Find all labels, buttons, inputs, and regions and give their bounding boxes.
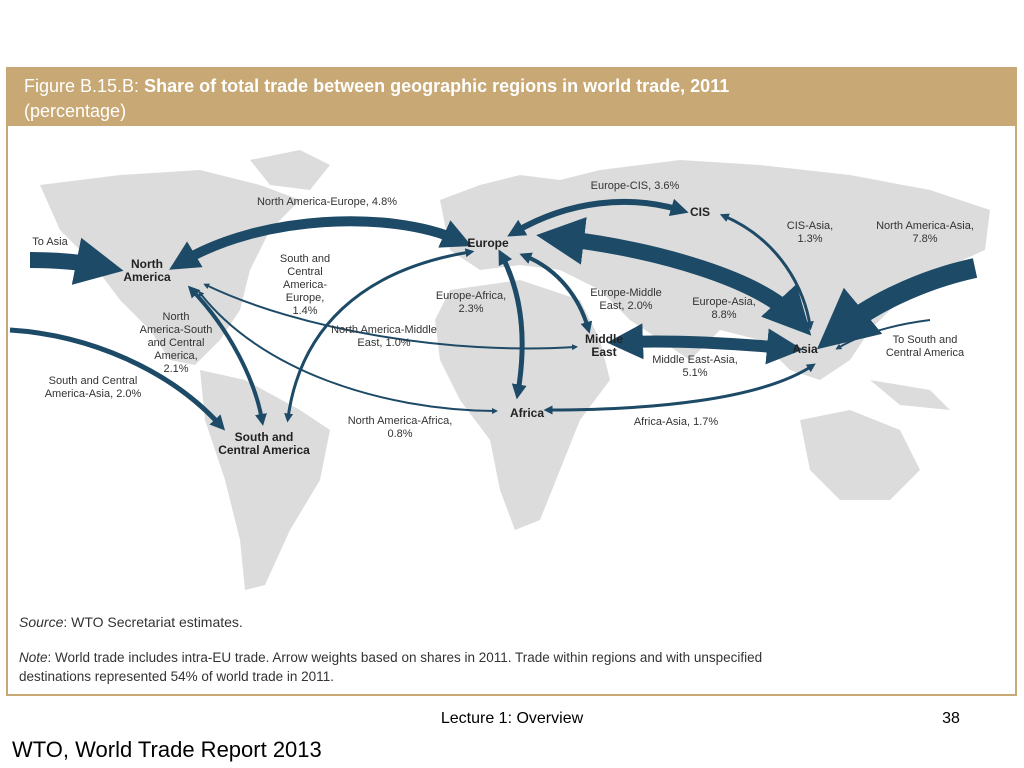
arrow bbox=[169, 216, 472, 270]
flow-label-line: 1.3% bbox=[797, 233, 822, 245]
region-label: Middle East bbox=[585, 332, 623, 359]
flow-label-line: Europe-Africa, bbox=[436, 290, 506, 302]
flow-label: Europe-Asia, 8.8% bbox=[692, 296, 756, 321]
region-label-line: Middle bbox=[585, 332, 623, 346]
region-label-line: East bbox=[591, 345, 616, 359]
flow-label: North America-South and Central America, 2.1… bbox=[140, 311, 213, 375]
source: Source: WTO Secretariat estimates. bbox=[19, 614, 243, 630]
flow-label: South and Central America-Europe, 1.4% bbox=[280, 253, 330, 317]
flow-label-line: To South and bbox=[893, 334, 958, 346]
region-label-line: America bbox=[123, 270, 171, 284]
flow-label-line: and Central bbox=[148, 337, 205, 349]
arrow bbox=[816, 258, 978, 350]
footer-credit: WTO, World Trade Report 2013 bbox=[12, 737, 322, 762]
arrow bbox=[198, 290, 498, 414]
flow-label-line: 5.1% bbox=[682, 367, 707, 379]
flow-label-line: Europe-CIS, 3.6% bbox=[591, 180, 680, 192]
flow-label-line: Europe, bbox=[286, 292, 325, 304]
flow-label-line: North America-Europe, 4.8% bbox=[257, 196, 397, 208]
flow-label-line: Central bbox=[287, 266, 322, 278]
flow-label: Middle East-Asia, 5.1% bbox=[652, 354, 738, 379]
flow-label: Europe-Middle East, 2.0% bbox=[590, 287, 662, 312]
region-label-line: North bbox=[131, 257, 163, 271]
note: destinations represented 54% of world tr… bbox=[19, 669, 334, 684]
region-label-line: CIS bbox=[690, 205, 710, 219]
flow-label-line: 7.8% bbox=[912, 233, 937, 245]
note-text: : World trade includes intra-EU trade. A… bbox=[48, 650, 763, 665]
flow-label-line: America- bbox=[283, 279, 327, 291]
flow-label-line: 0.8% bbox=[387, 428, 412, 440]
flow-label-line: 1.4% bbox=[292, 305, 317, 317]
arrow bbox=[719, 213, 814, 331]
flow-label: Africa-Asia, 1.7% bbox=[634, 416, 719, 428]
region-label: Africa bbox=[510, 406, 544, 420]
flow-label-line: East, 1.0% bbox=[357, 337, 410, 349]
flow-label-line: Central America bbox=[886, 347, 965, 359]
flow-label-line: CIS-Asia, bbox=[787, 220, 833, 232]
flow-label: North America-Africa, 0.8% bbox=[348, 415, 453, 440]
flow-label: North America-Middle East, 1.0% bbox=[331, 324, 437, 349]
title-text: Share of total trade between geographic … bbox=[144, 76, 729, 96]
flow-label-line: Europe-Asia, bbox=[692, 296, 756, 308]
flow-label-line: 8.8% bbox=[711, 309, 736, 321]
flow-label-line: North America-Middle bbox=[331, 324, 437, 336]
arrow bbox=[607, 323, 803, 365]
figure-title: Figure B.15.B: Share of total trade betw… bbox=[24, 76, 729, 96]
flow-label: CIS-Asia, 1.3% bbox=[787, 220, 833, 245]
region-label-line: South and bbox=[235, 430, 294, 444]
flow-label-line: 2.3% bbox=[458, 303, 483, 315]
region-label: CIS bbox=[690, 205, 710, 219]
flow-label-line: America-South bbox=[140, 324, 213, 336]
flow-label: To South and Central America bbox=[886, 334, 965, 359]
source-text: : WTO Secretariat estimates. bbox=[63, 614, 242, 630]
region-label-line: Central America bbox=[218, 443, 310, 457]
flow-label-line: East, 2.0% bbox=[599, 300, 652, 312]
flow-label-line: South and Central bbox=[49, 375, 138, 387]
region-label-line: Africa bbox=[510, 406, 544, 420]
flow-label-line: South and bbox=[280, 253, 330, 265]
arrow bbox=[835, 319, 931, 350]
title-prefix: Figure B.15.B: bbox=[24, 76, 139, 96]
arrow bbox=[507, 198, 689, 237]
flow-label-line: Europe-Middle bbox=[590, 287, 662, 299]
flow-label-line: To Asia bbox=[32, 236, 68, 248]
figure-header bbox=[7, 68, 1016, 126]
flow-label: North America-Asia, 7.8% bbox=[876, 220, 974, 245]
trade-arrows bbox=[9, 198, 978, 431]
footer-lecture: Lecture 1: Overview bbox=[441, 710, 584, 727]
arrow bbox=[543, 363, 816, 415]
footer-page: 38 bbox=[942, 710, 960, 727]
note-label: Note bbox=[19, 650, 48, 665]
region-label: Europe bbox=[467, 236, 509, 250]
source-label: Source bbox=[19, 614, 64, 630]
region-label: Asia bbox=[792, 342, 818, 356]
flow-label: South and Central America-Asia, 2.0% bbox=[45, 375, 142, 400]
region-label-line: Asia bbox=[792, 342, 818, 356]
flow-label-line: Africa-Asia, 1.7% bbox=[634, 416, 719, 428]
flow-label: To Asia bbox=[32, 236, 68, 248]
region-label-line: Europe bbox=[467, 236, 509, 250]
flow-label-line: North America-Asia, bbox=[876, 220, 974, 232]
flow-label-line: Middle East-Asia, bbox=[652, 354, 738, 366]
flow-label: Europe-Africa, 2.3% bbox=[436, 290, 506, 315]
flow-label-line: North America-Africa, bbox=[348, 415, 453, 427]
figure-subtitle: (percentage) bbox=[24, 101, 126, 121]
flow-label: North America-Europe, 4.8% bbox=[257, 196, 397, 208]
note: Note: World trade includes intra-EU trad… bbox=[19, 650, 762, 665]
flow-label-line: America-Asia, 2.0% bbox=[45, 388, 142, 400]
region-label: North America bbox=[123, 257, 171, 284]
flow-label-line: America, bbox=[154, 350, 197, 362]
flow-label-line: North bbox=[163, 311, 190, 323]
arrow bbox=[29, 237, 124, 285]
flow-label-line: 2.1% bbox=[163, 363, 188, 375]
flow-label: Europe-CIS, 3.6% bbox=[591, 180, 680, 192]
region-label: South and Central America bbox=[218, 430, 310, 457]
